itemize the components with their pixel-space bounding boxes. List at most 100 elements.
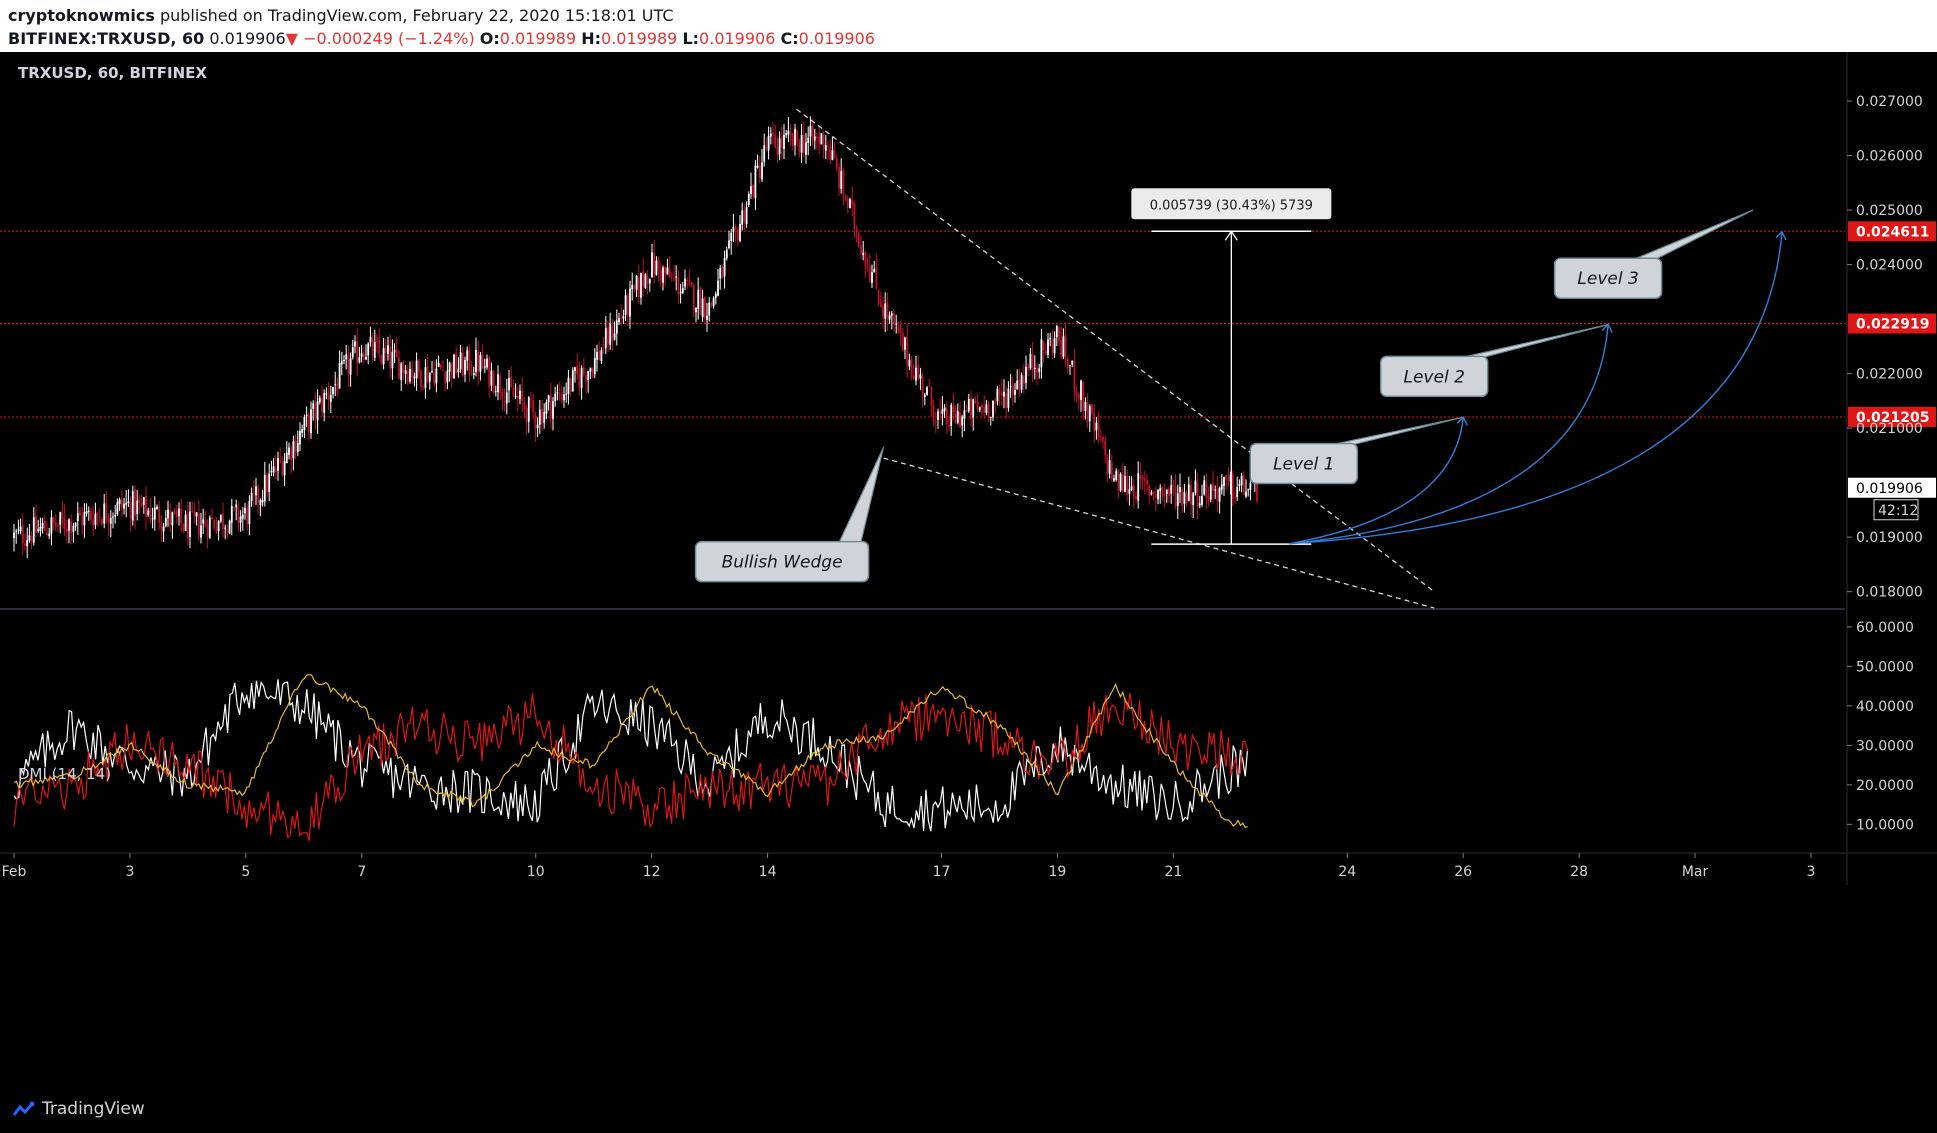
projection-arrow: [1289, 231, 1783, 545]
candle-body: [406, 371, 409, 383]
candle-body: [554, 393, 557, 402]
candle-body: [1194, 480, 1197, 494]
candle-body: [1095, 422, 1098, 431]
candle-body: [811, 126, 814, 140]
candle-body: [882, 306, 884, 317]
candle-body: [1073, 360, 1076, 392]
candle-body: [802, 134, 805, 153]
candle-body: [239, 516, 242, 523]
candle-body: [1084, 402, 1087, 412]
candle-body: [312, 403, 315, 409]
projection-arrow: [1289, 324, 1609, 545]
candle-body: [32, 517, 35, 543]
ohlc-line: BITFINEX:TRXUSD, 60 0.019906▼ −0.000249 …: [8, 29, 875, 48]
candle-body: [499, 376, 502, 394]
candle-body: [1110, 461, 1113, 480]
candle-body: [741, 210, 744, 225]
projection-arrowhead: [1775, 230, 1787, 241]
candle-body: [937, 411, 939, 420]
candle-body: [85, 511, 88, 514]
candle-body: [697, 289, 700, 309]
candle-body: [807, 137, 810, 143]
candle-body: [140, 502, 143, 506]
candle-body: [424, 367, 427, 389]
tradingview-logo[interactable]: TradingView: [10, 1099, 145, 1119]
candle-body: [68, 519, 70, 531]
candle-body: [323, 393, 326, 413]
candle-body: [1088, 405, 1091, 422]
price-tick-label: 0.027000: [1856, 94, 1923, 110]
candle-body: [591, 368, 594, 377]
candle-body: [136, 500, 139, 515]
change-arrow: ▼: [285, 29, 299, 48]
candle-body: [1238, 484, 1241, 486]
candle-body: [1014, 390, 1016, 395]
candle-body: [765, 147, 768, 149]
publisher-name[interactable]: cryptoknowmics: [8, 6, 155, 25]
candle-body: [728, 240, 730, 249]
candle-body: [1020, 374, 1023, 390]
time-tick-label: 10: [527, 864, 545, 880]
candle-body: [888, 315, 891, 320]
candle-body: [994, 401, 997, 404]
candle-body: [688, 280, 691, 282]
candle-body: [644, 273, 647, 289]
candle-body: [846, 198, 849, 208]
candle-body: [1154, 493, 1157, 498]
candle-body: [369, 337, 372, 343]
candle-body: [585, 375, 587, 382]
level-price-badge: [1848, 221, 1936, 242]
candle-body: [763, 145, 766, 162]
candle-body: [164, 517, 167, 526]
candle-body: [365, 357, 367, 360]
candle-body: [175, 510, 178, 517]
candle-body: [79, 511, 81, 516]
candle-body: [1192, 492, 1195, 505]
candle-body: [714, 294, 717, 298]
chart-svg[interactable]: 0.024611 0.022919 0.021205 0.019906 42:12 0.…: [0, 52, 1937, 1085]
candle-body: [899, 330, 902, 333]
candle-body: [943, 407, 946, 412]
candle-body: [1025, 366, 1027, 383]
candle-body: [325, 393, 328, 395]
candle-body: [789, 132, 792, 136]
candle-body: [620, 317, 623, 319]
candle-body: [549, 395, 552, 418]
candle-body: [618, 318, 620, 323]
candle-body: [589, 367, 592, 372]
candle-body: [906, 337, 909, 365]
candle-body: [547, 395, 550, 403]
candle-body: [1229, 474, 1232, 482]
dmi-tick-label: 50.0000: [1856, 659, 1914, 675]
candle-body: [395, 349, 398, 358]
candle-body: [65, 529, 68, 532]
candle-body: [1168, 488, 1170, 496]
countdown-label: 42:12: [1878, 503, 1918, 519]
candle-body: [959, 412, 961, 428]
candle-body: [387, 345, 389, 355]
candle-body: [318, 397, 321, 403]
candle-body: [283, 460, 286, 476]
candle-body: [631, 285, 634, 290]
candle-body: [816, 136, 818, 138]
candle-body: [670, 275, 673, 277]
time-tick-label: 17: [933, 864, 951, 880]
measure-label-box: [1131, 188, 1332, 220]
candle-body: [563, 394, 565, 401]
candle-body: [1132, 484, 1135, 498]
candle-body: [750, 186, 752, 194]
candle-body: [180, 508, 183, 523]
candle-body: [567, 377, 570, 394]
time-tick-label: Mar: [1682, 864, 1709, 880]
chart-area[interactable]: 0.024611 0.022919 0.021205 0.019906 42:12 0.…: [0, 52, 1937, 1085]
candle-body: [472, 373, 475, 376]
candle-body: [343, 359, 345, 361]
callout-box: [1553, 257, 1663, 299]
candle-body: [745, 207, 748, 225]
candle-body: [703, 296, 706, 318]
candle-body: [1152, 491, 1155, 494]
price-pane-title: TRXUSD, 60, BITFINEX: [18, 64, 207, 82]
candle-body: [1007, 388, 1010, 408]
candle-body: [675, 276, 678, 278]
candle-body: [1104, 440, 1107, 455]
